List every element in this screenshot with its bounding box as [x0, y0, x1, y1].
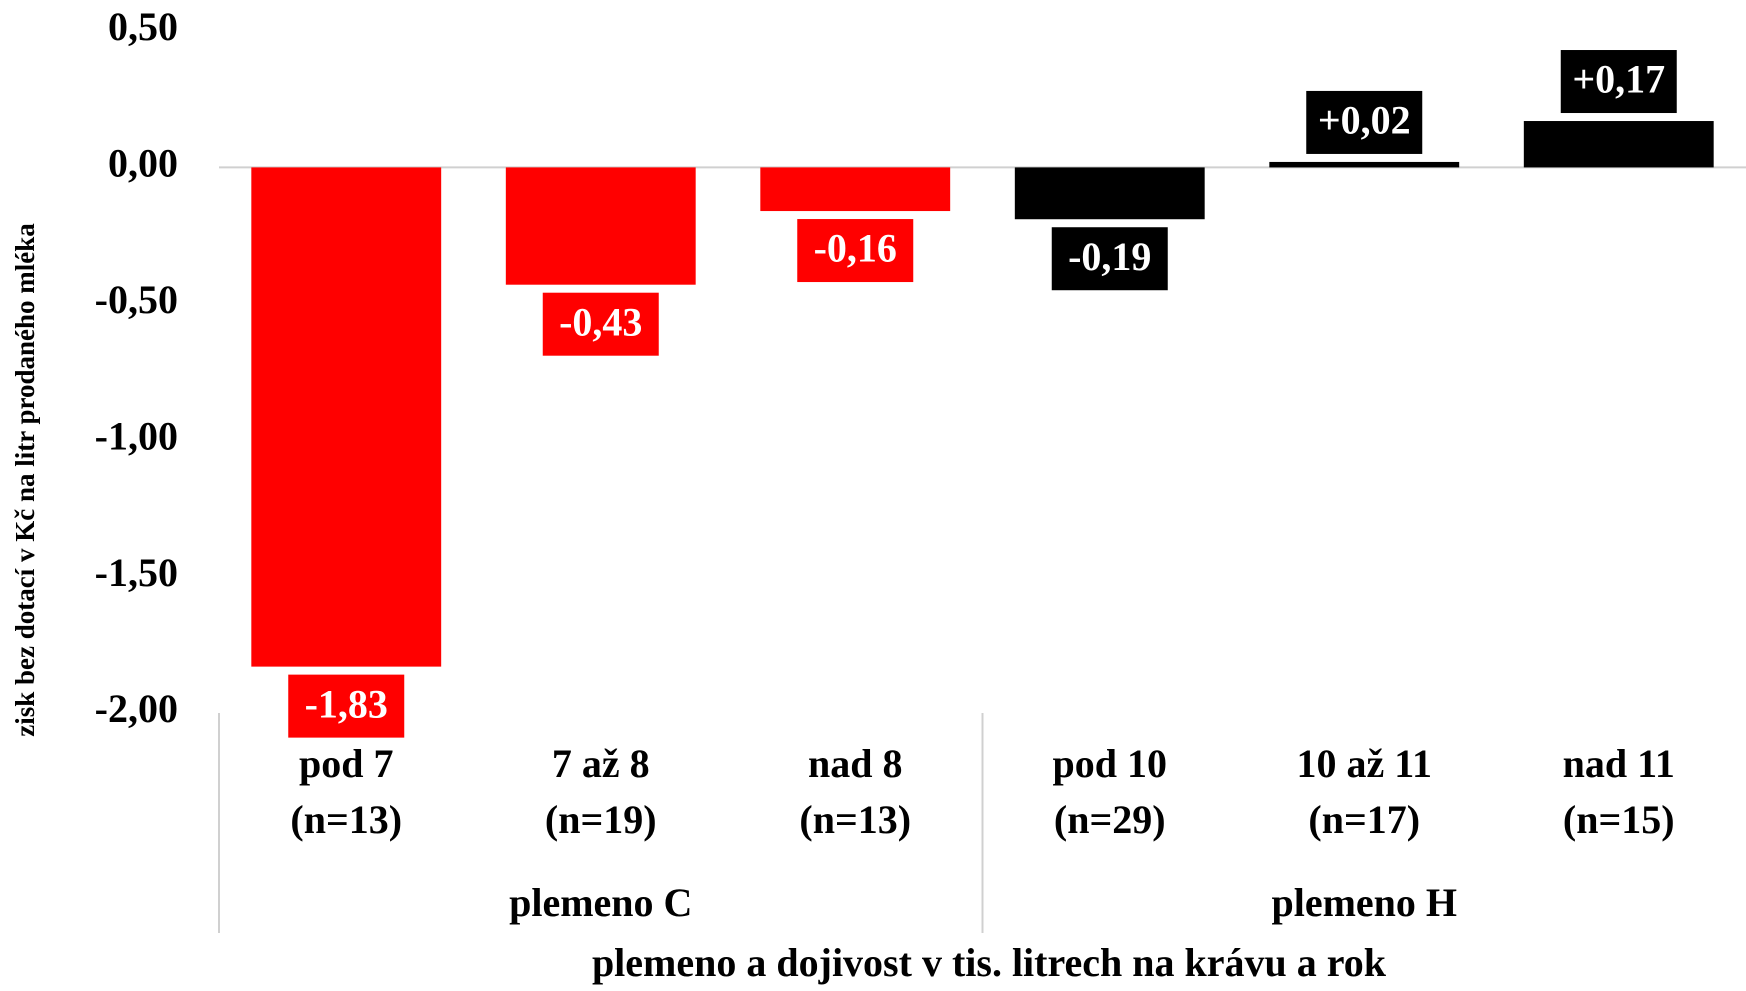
x-tick-label: (n=29)	[1054, 797, 1166, 842]
x-tick-label: pod 10	[1053, 741, 1168, 786]
x-tick-label: (n=13)	[799, 797, 911, 842]
value-label-box	[1051, 227, 1168, 291]
value-label: -0,19	[1068, 234, 1151, 279]
x-tick-label: pod 7	[299, 741, 394, 786]
x-tick-label: (n=19)	[545, 797, 657, 842]
y-tick-label: 0,00	[108, 141, 178, 186]
x-axis-title: plemeno a dojivost v tis. litrech na krá…	[592, 940, 1387, 985]
x-tick-label: (n=15)	[1563, 797, 1675, 842]
value-label-box	[542, 292, 659, 356]
y-tick-label: -0,50	[95, 277, 178, 322]
value-label: +0,17	[1572, 57, 1665, 102]
bar	[505, 167, 696, 285]
y-tick-label: -1,00	[95, 413, 178, 458]
bar	[251, 167, 442, 667]
bar	[760, 167, 951, 212]
value-label-box	[288, 674, 405, 738]
x-tick-label: (n=13)	[290, 797, 402, 842]
bar	[1269, 161, 1460, 168]
value-label: -1,83	[305, 681, 388, 726]
bar	[1523, 121, 1714, 168]
value-label: -0,16	[814, 226, 897, 271]
x-tick-label: 10 až 11	[1296, 741, 1432, 786]
value-label: -0,43	[559, 299, 642, 344]
y-tick-label: -1,50	[95, 550, 178, 595]
group-label: plemeno C	[509, 880, 692, 925]
x-tick-label: 7 až 8	[552, 741, 650, 786]
value-label: +0,02	[1318, 98, 1411, 143]
y-axis-title: zisk bez dotací v Kč na litr prodaného m…	[10, 223, 40, 737]
value-label-box	[1306, 90, 1423, 154]
x-tick-label: nad 11	[1563, 741, 1675, 786]
y-tick-label: -2,00	[95, 686, 178, 731]
value-label-box	[1560, 50, 1677, 114]
x-tick-label: nad 8	[808, 741, 903, 786]
value-label-box	[797, 219, 914, 283]
bar	[1014, 167, 1205, 220]
x-tick-label: (n=17)	[1308, 797, 1420, 842]
y-tick-label: 0,50	[108, 4, 178, 49]
group-label: plemeno H	[1271, 880, 1457, 925]
